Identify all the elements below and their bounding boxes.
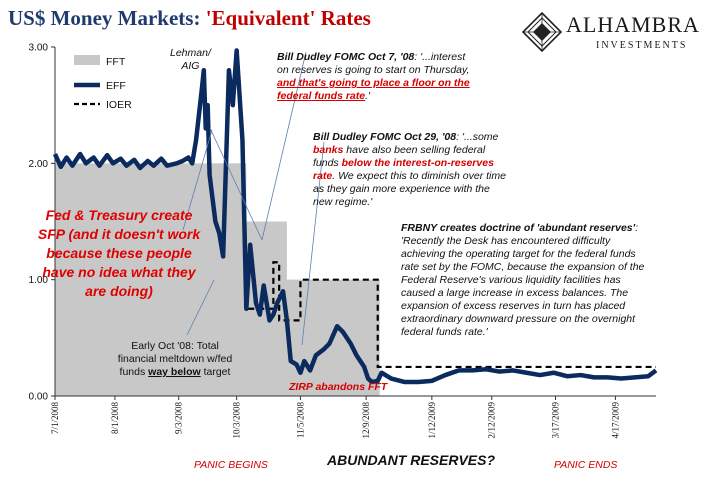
x-tick-label: 3/17/2009 bbox=[551, 402, 561, 439]
dudley-oct7-red-1: and that's going to place a floor on the bbox=[277, 77, 470, 89]
fed-treasury-annotation: Fed & Treasury create SFP (and it doesn'… bbox=[24, 206, 214, 301]
frbny-line-5: caused a large increase in excess balanc… bbox=[401, 287, 629, 299]
dudley-oct7-annotation: Bill Dudley FOMC Oct 7, '08: '...interes… bbox=[277, 51, 470, 103]
ioer-line bbox=[248, 261, 656, 369]
abundant-reserves-label: ABUNDANT RESERVES? bbox=[327, 452, 496, 468]
logo-subtitle: INVESTMENTS bbox=[596, 40, 688, 51]
diamond-logo-icon bbox=[522, 12, 562, 52]
frbny-annotation: FRBNY creates doctrine of 'abundant rese… bbox=[401, 222, 644, 339]
legend-swatch-fft bbox=[74, 55, 100, 65]
fed-treasury-line-5: are doing) bbox=[85, 283, 153, 299]
title-highlight: 'Equivalent' Rates bbox=[205, 6, 371, 30]
frbny-line-3: rate set by the FOMC, because the expans… bbox=[401, 261, 645, 273]
dudley-oct7-text-2: on reserves is going to start on Thursda… bbox=[277, 64, 470, 76]
early-oct-line-2: financial meltdown w/fed bbox=[117, 353, 233, 365]
dudley-oct7-tail: .' bbox=[365, 90, 371, 102]
fed-treasury-line-1: Fed & Treasury create bbox=[45, 207, 193, 223]
frbny-line-4: Federal Reserve's various liquidity faci… bbox=[401, 274, 621, 286]
lehman-line-2: AIG bbox=[181, 60, 200, 72]
dudley-oct29-text-2: have also been selling federal bbox=[343, 144, 486, 156]
dudley-oct29-text-3: funds bbox=[313, 157, 342, 169]
x-tick-label: 7/1/2008 bbox=[50, 402, 60, 435]
x-tick-label: 9/3/2008 bbox=[174, 402, 184, 435]
lehman-aig-annotation: Lehman/ AIG bbox=[170, 47, 211, 73]
dudley-oct29-head: Bill Dudley FOMC Oct 29, '08 bbox=[313, 131, 457, 143]
panic-ends-label: PANIC ENDS bbox=[554, 459, 618, 471]
frbny-line-7: extraordinary downward pressure on the o… bbox=[401, 313, 636, 325]
logo-name: ALHAMBRA bbox=[566, 12, 700, 37]
early-oct-line-1: Early Oct '08: Total bbox=[131, 340, 219, 352]
fed-treasury-line-2: SFP (and it doesn't work bbox=[37, 226, 201, 242]
panic-begins-label: PANIC BEGINS bbox=[194, 459, 268, 471]
legend-label-eff: EFF bbox=[106, 80, 126, 92]
frbny-head: FRBNY creates doctrine of 'abundant rese… bbox=[401, 222, 636, 234]
y-tick-label: 0.00 bbox=[29, 392, 49, 403]
dudley-oct29-text-5: as they gain more experience with the bbox=[313, 183, 490, 195]
annotation-arrows bbox=[182, 51, 325, 346]
ioer-line-layer bbox=[248, 261, 656, 369]
dudley-oct29-text-6: new regime.' bbox=[313, 196, 373, 208]
dudley-oct29-text-1: : '...some bbox=[456, 131, 499, 143]
x-tick-label: 8/1/2008 bbox=[110, 402, 120, 435]
frbny-line-1: 'Recently the Desk has encountered diffi… bbox=[401, 235, 611, 247]
frbny-line-2: achieving the operating target for the f… bbox=[401, 248, 636, 260]
axes-layer: 0.00 1.00 2.00 3.00 7/1/2008 8/1/2008 9/3/2008… bbox=[29, 43, 656, 439]
dudley-oct7-head: Bill Dudley FOMC Oct 7, '08 bbox=[277, 51, 415, 63]
dudley-oct29-annotation: Bill Dudley FOMC Oct 29, '08: '...some b… bbox=[313, 131, 506, 209]
legend-label-ioer: IOER bbox=[106, 99, 132, 111]
dudley-oct29-red-a: banks bbox=[313, 144, 344, 156]
fed-treasury-line-3: because these people bbox=[46, 245, 192, 261]
eff-line-layer bbox=[52, 48, 658, 385]
dudley-oct7-text-1: : '...interest bbox=[414, 51, 466, 63]
dudley-oct7-red-2: federal funds rate bbox=[277, 90, 366, 102]
x-tick-label: 12/9/2008 bbox=[361, 402, 371, 439]
y-tick-label: 2.00 bbox=[29, 159, 49, 170]
x-tick-label: 10/3/2008 bbox=[232, 402, 242, 439]
early-oct-line-3a: funds bbox=[119, 366, 149, 378]
frbny-line-8: federal funds rate.' bbox=[401, 326, 488, 338]
frbny-line-6: expansion of excess reserves in turn has… bbox=[401, 300, 626, 312]
frbny-colon: : bbox=[635, 222, 639, 234]
fed-treasury-line-4: have no idea what they bbox=[42, 264, 196, 280]
early-oct-line-3c: target bbox=[200, 366, 231, 378]
lehman-line-1: Lehman/ bbox=[170, 47, 211, 59]
dudley-oct29-text-4: . We expect this to diminish over time bbox=[332, 170, 506, 182]
y-tick-label: 1.00 bbox=[29, 275, 49, 286]
legend: FFT EFF IOER bbox=[74, 55, 132, 111]
legend-label-fft: FFT bbox=[106, 56, 126, 68]
chart-title: US$ Money Markets: 'Equivalent' Rates bbox=[8, 6, 371, 31]
x-tick-label: 4/17/2009 bbox=[610, 402, 620, 439]
x-tick-label: 11/5/2008 bbox=[295, 402, 305, 439]
dudley-oct29-red-c: rate bbox=[313, 170, 333, 182]
early-oct-annotation: Early Oct '08: Total financial meltdown … bbox=[100, 340, 250, 379]
y-tick-label: 3.00 bbox=[29, 43, 49, 54]
x-tick-label: 1/12/2009 bbox=[427, 402, 437, 439]
x-tick-label: 2/12/2009 bbox=[487, 402, 497, 439]
zirp-annotation: ZIRP abandons FFT bbox=[289, 381, 388, 393]
early-oct-line-3b: way below bbox=[148, 366, 201, 378]
dudley-oct29-red-b: below the interest-on-reserves bbox=[341, 157, 494, 169]
title-prefix: US$ Money Markets: bbox=[8, 6, 206, 30]
brand-logo: ALHAMBRA INVESTMENTS bbox=[522, 10, 702, 60]
eff-line bbox=[52, 48, 658, 385]
